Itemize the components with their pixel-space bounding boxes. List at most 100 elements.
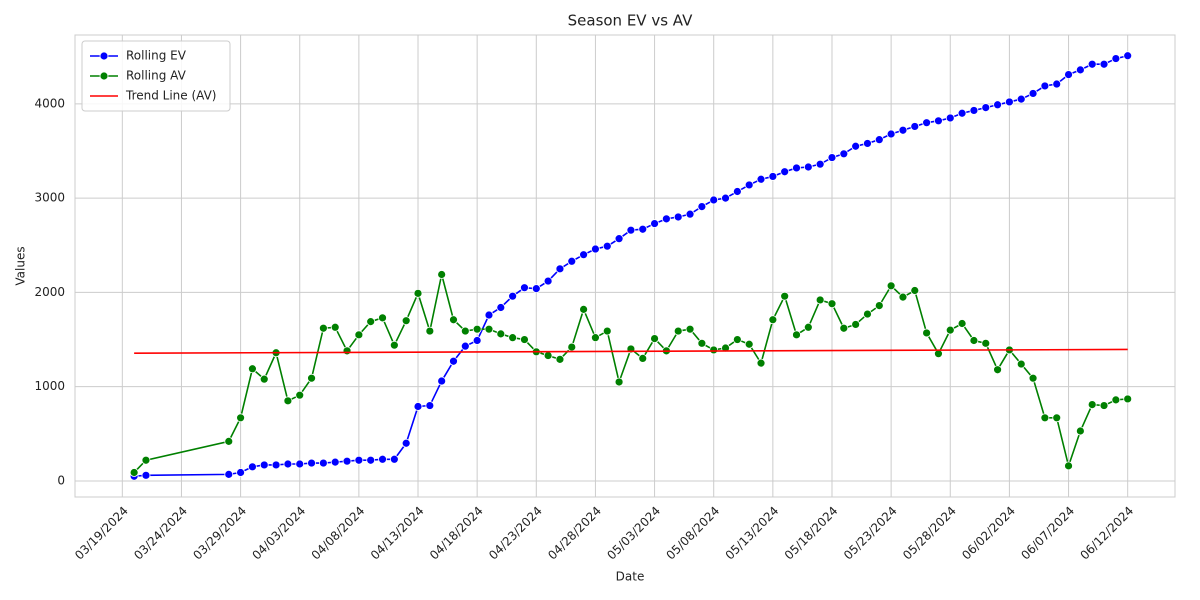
data-point xyxy=(768,172,778,181)
data-point xyxy=(886,129,896,139)
data-point xyxy=(1075,65,1085,75)
data-point xyxy=(413,402,423,411)
data-point xyxy=(1111,54,1121,63)
data-point xyxy=(496,303,506,312)
data-point xyxy=(1016,94,1026,104)
data-point xyxy=(248,462,257,472)
data-point xyxy=(744,339,754,349)
data-point xyxy=(318,458,328,468)
data-point xyxy=(993,100,1002,110)
data-point xyxy=(259,460,269,470)
data-point xyxy=(685,324,695,334)
data-point xyxy=(366,455,376,465)
data-point xyxy=(579,250,589,260)
y-tick-label: 2000 xyxy=(34,285,65,299)
x-tick-label: 03/29/2024 xyxy=(190,504,249,563)
data-point xyxy=(756,358,766,368)
data-point xyxy=(295,390,305,400)
data-point xyxy=(307,458,316,468)
data-point xyxy=(957,108,967,118)
data-point xyxy=(307,373,316,383)
x-tick-label: 04/13/2024 xyxy=(368,504,427,563)
data-point xyxy=(851,141,861,151)
data-point xyxy=(839,323,849,333)
data-point xyxy=(602,326,612,336)
data-point xyxy=(650,219,659,228)
data-point xyxy=(839,149,849,159)
data-point xyxy=(579,304,589,314)
legend-marker xyxy=(99,51,109,61)
data-point xyxy=(945,325,955,335)
series-line xyxy=(134,348,1128,355)
x-tick-label: 05/13/2024 xyxy=(723,504,782,563)
data-point xyxy=(567,256,577,266)
y-tick-label: 3000 xyxy=(34,191,65,205)
data-point xyxy=(815,295,825,305)
data-point xyxy=(472,324,482,334)
data-point xyxy=(1087,400,1097,410)
data-point xyxy=(389,454,399,464)
data-point xyxy=(129,468,139,477)
data-point xyxy=(744,180,754,190)
data-point xyxy=(366,317,376,327)
data-point xyxy=(993,365,1002,375)
data-point xyxy=(614,234,624,244)
data-point xyxy=(342,346,352,356)
data-point xyxy=(401,316,411,326)
data-point xyxy=(780,167,790,177)
data-point xyxy=(863,309,872,319)
data-point xyxy=(1099,401,1109,410)
data-point xyxy=(673,212,683,222)
y-tick-label: 0 xyxy=(57,473,65,487)
data-point xyxy=(1052,413,1062,423)
data-point xyxy=(1064,70,1073,79)
data-point xyxy=(484,310,494,320)
x-tick-label: 06/02/2024 xyxy=(959,504,1018,563)
data-point xyxy=(354,330,364,340)
data-point xyxy=(460,326,470,336)
legend-label: Trend Line (AV) xyxy=(125,89,217,103)
data-point xyxy=(957,319,967,328)
data-point xyxy=(910,286,920,295)
data-point xyxy=(626,225,636,235)
data-point xyxy=(484,324,494,334)
data-point xyxy=(969,336,979,345)
data-point xyxy=(732,187,742,196)
data-point xyxy=(449,356,458,366)
y-tick-label: 1000 xyxy=(34,379,65,393)
data-point xyxy=(1040,81,1050,91)
data-point xyxy=(591,244,600,254)
data-point xyxy=(945,113,955,123)
x-tick-label: 04/23/2024 xyxy=(486,504,545,563)
data-point xyxy=(354,455,364,465)
data-point xyxy=(768,315,778,325)
data-point xyxy=(389,340,399,350)
data-point xyxy=(543,276,553,286)
data-point xyxy=(851,320,861,329)
data-point xyxy=(650,334,659,344)
data-point xyxy=(567,342,577,352)
data-point xyxy=(709,195,719,205)
legend: Rolling EV Rolling AV Trend Line (AV) xyxy=(81,40,231,112)
data-point xyxy=(342,456,352,466)
data-point xyxy=(792,163,801,173)
data-point xyxy=(425,326,435,336)
data-point xyxy=(638,353,648,363)
x-tick-label: 05/23/2024 xyxy=(841,504,900,563)
data-point xyxy=(141,470,151,480)
data-point xyxy=(922,328,932,338)
data-point xyxy=(1111,395,1121,405)
x-tick-label: 04/28/2024 xyxy=(545,504,604,563)
data-point xyxy=(520,335,529,344)
data-point xyxy=(248,364,257,374)
data-point xyxy=(472,336,482,345)
x-tick-label: 05/08/2024 xyxy=(663,504,722,563)
data-point xyxy=(780,291,790,301)
data-point xyxy=(697,338,707,348)
data-point xyxy=(673,326,683,336)
data-point xyxy=(1028,373,1038,383)
x-tick-label: 04/08/2024 xyxy=(309,504,368,563)
data-point xyxy=(827,299,837,309)
data-point xyxy=(874,135,884,145)
data-point xyxy=(721,343,730,353)
